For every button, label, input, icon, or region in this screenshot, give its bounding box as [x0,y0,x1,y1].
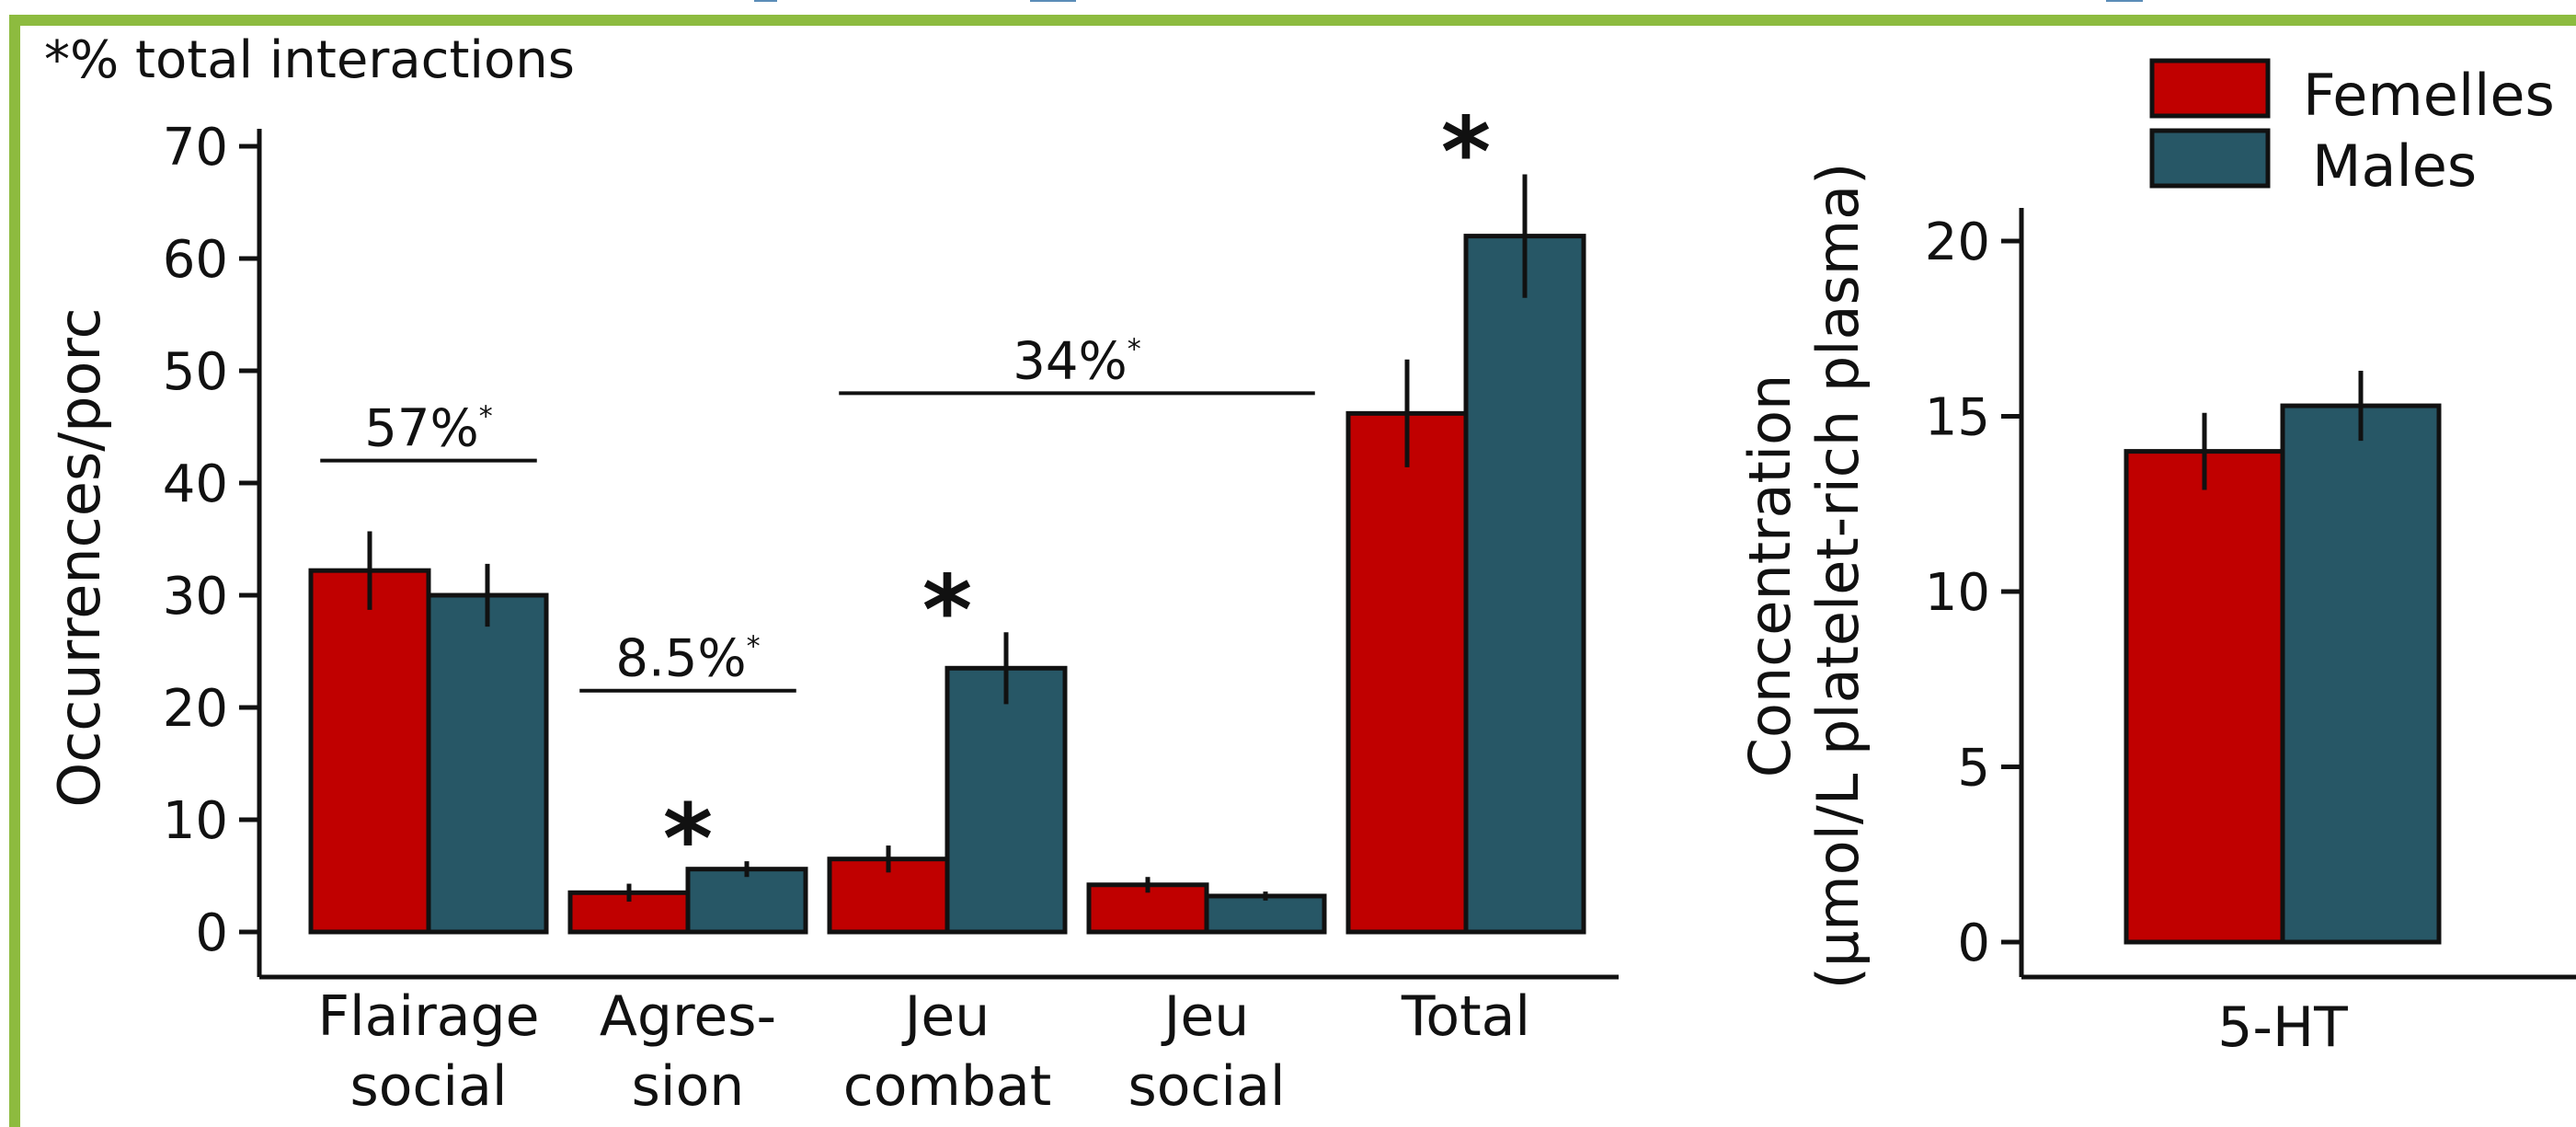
y-tick-label-15: 15 [1925,388,1990,448]
y-tick-label-20: 20 [163,679,228,739]
category-label-total-line-1: Total [1401,984,1530,1049]
category-label-flairage-social-line-1: Flairage [317,984,539,1049]
y-tick-label-20: 20 [1925,213,1990,272]
y-tick-label-60: 60 [163,230,228,290]
y-tick-label-0: 0 [195,903,228,963]
y-axis-title: Concentration(µmol/L platelet-rich plasm… [1736,163,1872,990]
bar-total-femelles [1345,410,1469,935]
bar-jeu-combat-males [945,665,1068,935]
legend-label-males: Males [2312,132,2477,200]
percent-total-note: *% total interactions [44,30,575,90]
y-tick-label-0: 0 [1957,914,1990,973]
bar-flairage-social-males [426,592,549,935]
category-label-jeu-combat-line-1: Jeu [901,984,990,1049]
significance-star-jeu-combat: * [922,554,972,666]
percent-annotation-8-5: 8.5%* [615,629,760,689]
panel-border [9,15,2576,1127]
bar-total-males [1463,234,1586,935]
category-label-flairage-social-line-2: social [349,1054,507,1119]
bar-flairage-social-femelles [308,568,431,935]
category-label-agres-sion-line-2: sion [632,1054,745,1119]
y-tick-label-10: 10 [163,791,228,851]
category-label-jeu-social-line-1: Jeu [1161,984,1250,1049]
percent-annotation-57: 57%* [364,399,492,459]
legend-label-femelles: Femelles [2303,62,2555,129]
behavior-bar-chart: 010203040506070FlairagesocialAgres-sionJ… [46,97,1619,1119]
bar-jeu-social-males [1204,893,1327,935]
legend-swatch-femelles [2149,58,2271,119]
legend-swatch-males [2149,128,2271,189]
bar-5-ht-males [2280,403,2442,945]
legend: Femelles Males [2149,58,2555,200]
significance-star-agres-sion: * [663,783,713,895]
y-tick-label-10: 10 [1925,563,1990,623]
y-tick-label-30: 30 [163,567,228,627]
category-label-jeu-combat-line-2: combat [843,1054,1052,1119]
y-axis-title: Occurrences/porc [46,307,113,807]
y-tick-label-5: 5 [1957,739,1990,799]
significance-star-total: * [1441,97,1491,209]
category-label-5-ht-line-1: 5-HT [2217,995,2348,1060]
bar-agres-sion-males [685,867,808,935]
bar-5-ht-femelles [2124,449,2285,945]
category-label-jeu-social-line-2: social [1128,1054,1285,1119]
category-label-agres-sion-line-1: Agres- [600,984,776,1049]
serotonin-bar-chart: 0 5 10 15 20 5-HT Concentration(µmol/L platele… [1736,163,2576,1060]
y-tick-label-70: 70 [163,118,228,178]
y-tick-label-50: 50 [163,342,228,402]
percent-annotation-34: 34%* [1013,331,1140,391]
y-tick-label-40: 40 [163,454,228,514]
